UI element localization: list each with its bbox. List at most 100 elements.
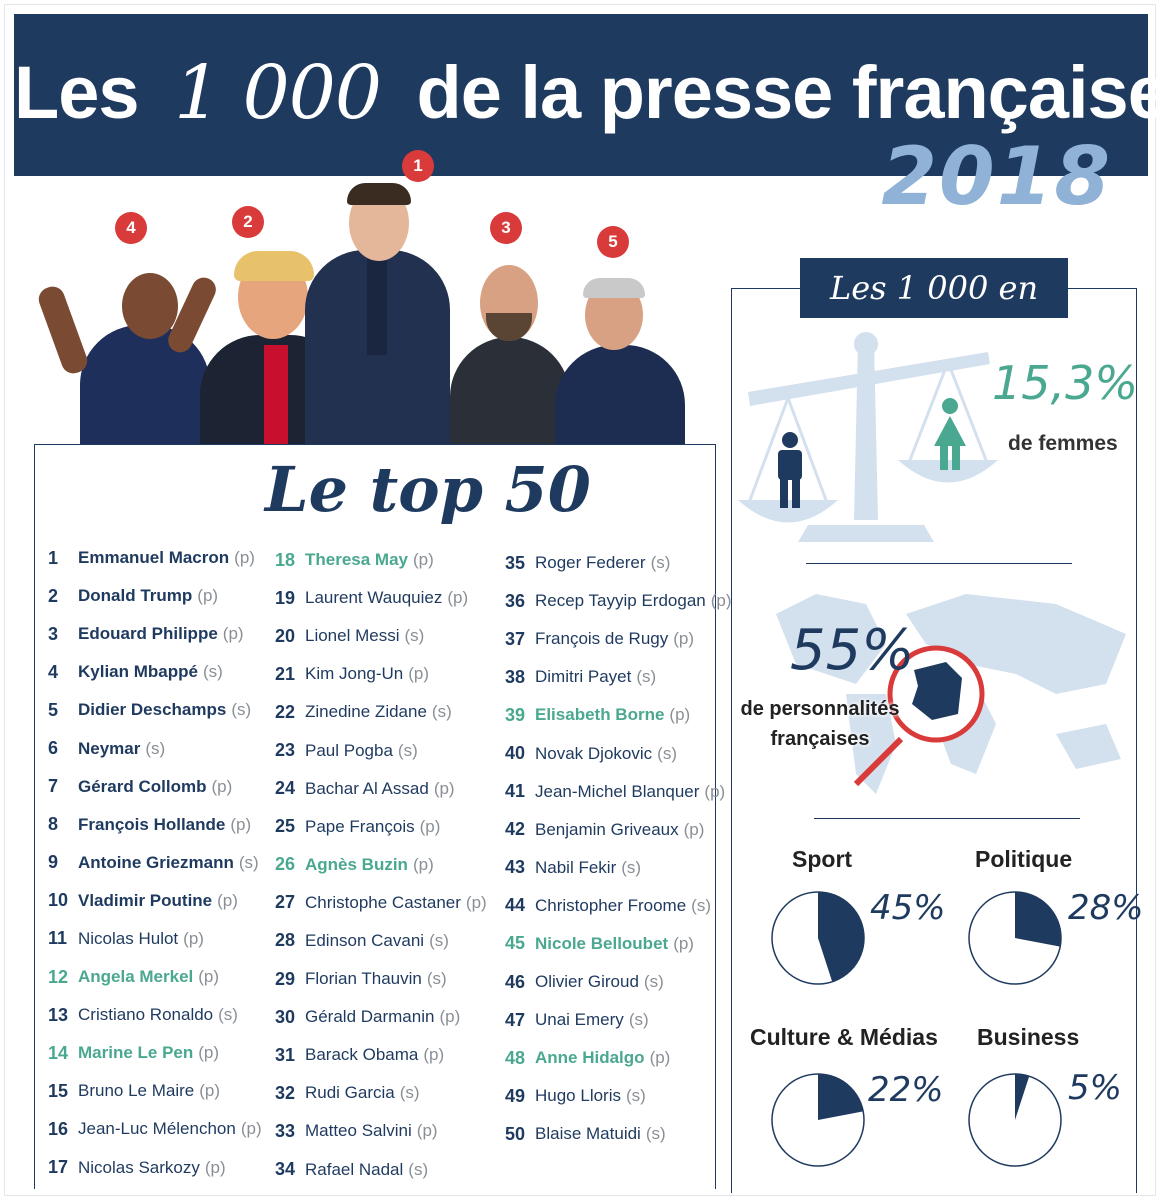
- rank-number: 47: [505, 1009, 526, 1030]
- sector-label-culture: Culture & Médias: [750, 1024, 938, 1050]
- category-tag: (p): [217, 890, 238, 910]
- top50-row: 3 Edouard Philippe (p): [48, 615, 262, 653]
- top50-column-1: 1 Emmanuel Macron (p) 2 Donald Trump (p) 3 Edou…: [48, 539, 262, 1187]
- category-tag: (s): [429, 930, 449, 950]
- title-number: 1 000: [174, 50, 382, 136]
- rank-number: 31: [275, 1044, 296, 1065]
- category-tag: (s): [218, 1005, 238, 1025]
- rank-number: 42: [505, 819, 526, 840]
- rank-badge-3: 3: [490, 212, 522, 244]
- divider-1: [806, 563, 1072, 564]
- top50-row: 47 Unai Emery (s): [505, 1001, 732, 1039]
- rank-number: 44: [505, 895, 526, 916]
- person-name: Gérard Collomb: [78, 776, 207, 796]
- category-tag: (p): [673, 629, 695, 649]
- person-name: Dimitri Payet: [535, 667, 632, 687]
- category-tag: (s): [628, 1010, 649, 1030]
- top50-row: 43 Nabil Fekir (s): [505, 849, 732, 887]
- top50-row: 40 Novak Djokovic (s): [505, 734, 732, 772]
- rank-number: 35: [505, 552, 526, 573]
- category-tag: (s): [691, 895, 711, 915]
- category-tag: (p): [416, 1121, 438, 1141]
- top50-row: 31 Barack Obama (p): [275, 1036, 487, 1074]
- top50-column-2: 18 Theresa May (p) 19 Laurent Wauquiez (p) 20 L…: [275, 541, 487, 1189]
- rank-number: 12: [48, 966, 69, 987]
- person-name: Jean-Luc Mélenchon: [78, 1119, 236, 1139]
- sector-pie-sport: [771, 891, 865, 985]
- rank-number: 26: [275, 854, 296, 875]
- person-name: Recep Tayyip Erdogan: [535, 591, 706, 611]
- category-tag: (s): [399, 1083, 420, 1103]
- top50-row: 29 Florian Thauvin (s): [275, 960, 487, 998]
- top50-row: 25 Pape François (p): [275, 808, 487, 846]
- rank-number: 39: [505, 704, 526, 725]
- rank-number: 20: [275, 625, 296, 646]
- french-percentage: 55%: [790, 618, 915, 683]
- year-label: 2018: [881, 130, 1112, 223]
- rank-number: 1: [48, 547, 59, 568]
- top50-row: 6 Neymar (s): [48, 729, 262, 767]
- rank-number: 24: [275, 778, 296, 799]
- category-tag: (p): [230, 814, 252, 834]
- category-tag: (p): [197, 586, 219, 606]
- category-tag: (p): [419, 816, 441, 836]
- rank-badge-2: 2: [232, 206, 264, 238]
- category-tag: (s): [397, 740, 418, 760]
- top50-row: 2 Donald Trump (p): [48, 577, 262, 615]
- sector-pct-business: 5%: [1068, 1068, 1122, 1108]
- rank-number: 5: [48, 699, 59, 720]
- header-banner: Les 1 000 de la presse française: [14, 14, 1162, 176]
- top50-row: 13 Cristiano Ronaldo (s): [48, 996, 262, 1034]
- category-tag: (p): [447, 588, 469, 608]
- category-tag: (p): [408, 664, 430, 684]
- category-tag: (p): [465, 892, 487, 912]
- rank-number: 18: [275, 549, 296, 570]
- person-name: Agnès Buzin: [305, 854, 408, 874]
- rank-number: 13: [48, 1004, 69, 1025]
- top50-row: 7 Gérard Collomb (p): [48, 768, 262, 806]
- pie-slice: [1015, 892, 1061, 947]
- category-tag: (p): [423, 1045, 445, 1065]
- person-name: Florian Thauvin: [305, 969, 422, 989]
- person-name: Bruno Le Maire: [78, 1081, 195, 1101]
- sector-pie-culture: [771, 1073, 865, 1167]
- sector-pie-business: [968, 1073, 1062, 1167]
- person-name: Laurent Wauquiez: [305, 588, 443, 608]
- category-tag: (s): [404, 626, 425, 646]
- person-name: Kylian Mbappé: [78, 662, 198, 682]
- rank-number: 36: [505, 590, 526, 611]
- category-tag: (s): [657, 743, 677, 763]
- pie-slice: [818, 892, 864, 982]
- rank-number: 28: [275, 930, 296, 951]
- category-tag: (s): [431, 702, 452, 722]
- rank-number: 43: [505, 857, 526, 878]
- person-name: Elisabeth Borne: [535, 705, 665, 725]
- top50-row: 16 Jean-Luc Mélenchon (p): [48, 1110, 262, 1148]
- person-name: Vladimir Poutine: [78, 890, 213, 910]
- rank-number: 33: [275, 1120, 296, 1141]
- person-name: Rafael Nadal: [305, 1159, 404, 1179]
- top50-row: 48 Anne Hidalgo (p): [505, 1039, 732, 1077]
- rank-number: 8: [48, 814, 59, 835]
- category-tag: (p): [704, 781, 726, 801]
- person-name: Bachar Al Assad: [305, 778, 429, 798]
- top50-row: 14 Marine Le Pen (p): [48, 1034, 262, 1072]
- top50-row: 20 Lionel Messi (s): [275, 617, 487, 655]
- rank-number: 37: [505, 628, 526, 649]
- french-label: de personnalités françaises: [740, 694, 900, 754]
- balance-scale-icon: [738, 332, 998, 542]
- top5-photos: [20, 150, 710, 445]
- person-name: Zinedine Zidane: [305, 702, 427, 722]
- category-tag: (p): [439, 1007, 461, 1027]
- category-tag: (s): [643, 972, 664, 992]
- person-photo-rank1: [305, 183, 450, 445]
- category-tag: (p): [710, 591, 732, 611]
- rank-number: 45: [505, 933, 526, 954]
- category-tag: (p): [240, 1119, 262, 1139]
- top50-row: 15 Bruno Le Maire (p): [48, 1072, 262, 1110]
- rank-number: 9: [48, 852, 59, 873]
- world-map-icon: [776, 594, 1126, 794]
- category-tag: (p): [198, 967, 220, 987]
- category-tag: (s): [231, 700, 252, 720]
- person-photo-rank5: [555, 278, 685, 445]
